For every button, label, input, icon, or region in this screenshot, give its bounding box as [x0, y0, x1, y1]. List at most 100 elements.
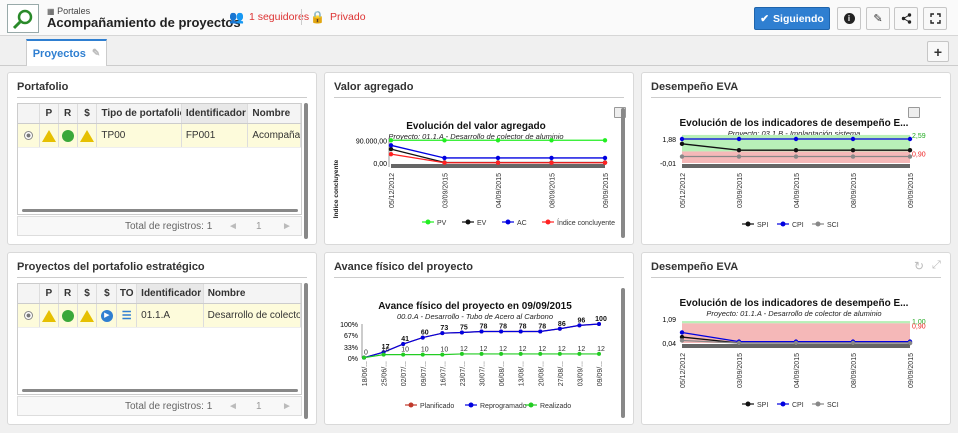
data-label: 78: [538, 323, 546, 330]
data-label: 0: [364, 350, 368, 357]
following-button[interactable]: ✔ Siguiendo: [754, 7, 830, 30]
horizontal-scrollbar[interactable]: [22, 209, 298, 212]
row-radio[interactable]: [23, 131, 33, 140]
column-header[interactable]: $: [78, 284, 98, 303]
data-point: [793, 154, 799, 159]
next-page-icon[interactable]: ►: [282, 401, 292, 412]
data-point: [499, 351, 504, 356]
x-tick-label: 30/07/...: [480, 361, 487, 386]
column-header[interactable]: R: [59, 284, 78, 303]
column-header[interactable]: $: [78, 104, 98, 123]
y-tick-label: 33%: [344, 345, 358, 352]
refresh-icon[interactable]: ↻: [914, 259, 925, 273]
data-point: [602, 155, 608, 161]
followers-link[interactable]: 👥 1 seguidores: [229, 10, 309, 24]
column-header-sorted[interactable]: Identificador ▼: [181, 104, 249, 123]
data-point: [495, 155, 501, 161]
column-header[interactable]: P: [40, 104, 59, 123]
followers-label[interactable]: 1 seguidores: [248, 11, 310, 23]
x-tick-label: 03/09/2015: [737, 353, 744, 388]
horizontal-scrollbar[interactable]: [22, 389, 298, 392]
x-tick-label: 02/07/...: [401, 361, 408, 386]
legend-marker: [425, 219, 431, 225]
page-number[interactable]: 1: [256, 221, 262, 232]
add-tab-button[interactable]: +: [927, 41, 949, 62]
list-icon: ☰: [121, 310, 132, 322]
expand-icon[interactable]: ⤢: [932, 259, 941, 271]
chart-title: Evolución de los indicadores de desempeñ…: [680, 118, 909, 129]
legend-label: Planificado: [420, 403, 454, 410]
vertical-scrollbar[interactable]: [304, 103, 308, 239]
panel-title: Avance físico del proyecto: [334, 261, 473, 273]
breadcrumb[interactable]: ▦ Portales: [47, 6, 91, 16]
pencil-icon: ✎: [873, 13, 883, 25]
x-tick-label: 08/09/2015: [550, 173, 557, 208]
table-row[interactable]: ▶ ☰ 01.1.A Desarrollo de colector: [18, 304, 301, 328]
data-point: [549, 138, 554, 143]
column-header-sorted[interactable]: Identificador ▼: [137, 284, 204, 303]
data-point: [557, 326, 562, 331]
legend-marker: [780, 401, 786, 407]
eva-panel-2: Desempeño EVA ↻ ⤢ Evolución de los indic…: [641, 252, 951, 425]
vertical-scrollbar[interactable]: [304, 283, 308, 419]
x-tick-label: 03/09/2015: [737, 173, 744, 208]
breadcrumb-label[interactable]: Portales: [57, 6, 91, 16]
row-radio[interactable]: [23, 311, 33, 320]
column-header[interactable]: Nombre: [248, 104, 301, 123]
data-label: 17: [382, 344, 390, 351]
vertical-scrollbar[interactable]: [621, 288, 625, 418]
data-label: 41: [401, 336, 409, 343]
column-label: Identificador: [141, 288, 202, 299]
column-header[interactable]: $: [97, 284, 118, 303]
prev-page-icon[interactable]: ◄: [228, 221, 238, 232]
data-point: [440, 331, 445, 336]
eva-panel-1: Desempeño EVA Evolución de los indicador…: [641, 72, 951, 245]
info-button[interactable]: i: [837, 7, 861, 30]
data-point: [679, 141, 685, 147]
column-header[interactable]: R: [59, 104, 78, 123]
chart-title: Evolución de los indicadores de desempeñ…: [680, 298, 909, 309]
x-axis-band: [682, 164, 910, 168]
share-button[interactable]: [894, 7, 918, 30]
data-point: [442, 138, 447, 143]
prev-page-icon[interactable]: ◄: [228, 401, 238, 412]
data-point: [388, 151, 394, 157]
chart-menu-button[interactable]: [908, 107, 920, 118]
legend-marker: [468, 402, 474, 408]
column-header[interactable]: TO: [117, 284, 138, 303]
data-point: [679, 334, 685, 340]
green-zone: [682, 321, 910, 324]
data-point: [736, 340, 742, 346]
x-tick-label: 03/09/...: [577, 361, 584, 386]
page-number[interactable]: 1: [256, 401, 262, 412]
fullscreen-button[interactable]: [923, 7, 947, 30]
edit-button[interactable]: ✎: [866, 7, 890, 30]
next-page-icon[interactable]: ►: [282, 221, 292, 232]
data-label: 60: [421, 330, 429, 337]
cell-type: TP00: [97, 124, 182, 147]
vertical-scrollbar[interactable]: [621, 108, 625, 238]
column-header[interactable]: Nombre: [204, 284, 301, 303]
legend-marker: [408, 402, 414, 408]
table-row[interactable]: TP00 FP001 Acompaña: [18, 124, 301, 148]
tab-proyectos[interactable]: Proyectos ✎: [26, 39, 107, 66]
column-header[interactable]: Tipo de portafolio: [97, 104, 182, 123]
pencil-icon[interactable]: ✎: [91, 48, 101, 59]
column-header[interactable]: P: [40, 284, 59, 303]
data-point: [679, 338, 685, 343]
legend-marker: [528, 402, 534, 408]
tab-bar: Proyectos ✎ +: [0, 36, 958, 66]
x-tick-label: 04/09/2015: [496, 173, 503, 208]
info-icon: i: [843, 13, 855, 24]
warning-icon: [41, 309, 56, 322]
column-label: Identificador: [185, 108, 246, 119]
legend-label: CPI: [792, 222, 804, 229]
chart-menu-button[interactable]: [614, 107, 626, 118]
warning-icon: [79, 309, 94, 322]
eva-chart-1: Evolución de los indicadores de desempeñ…: [660, 118, 926, 229]
right-label: 2,59: [912, 133, 926, 140]
chart-subtitle: Proyecto: 01.1.A - Desarrollo de colecto…: [388, 132, 563, 141]
x-tick-label: 09/09/2015: [908, 353, 915, 388]
red-zone: [682, 323, 910, 343]
